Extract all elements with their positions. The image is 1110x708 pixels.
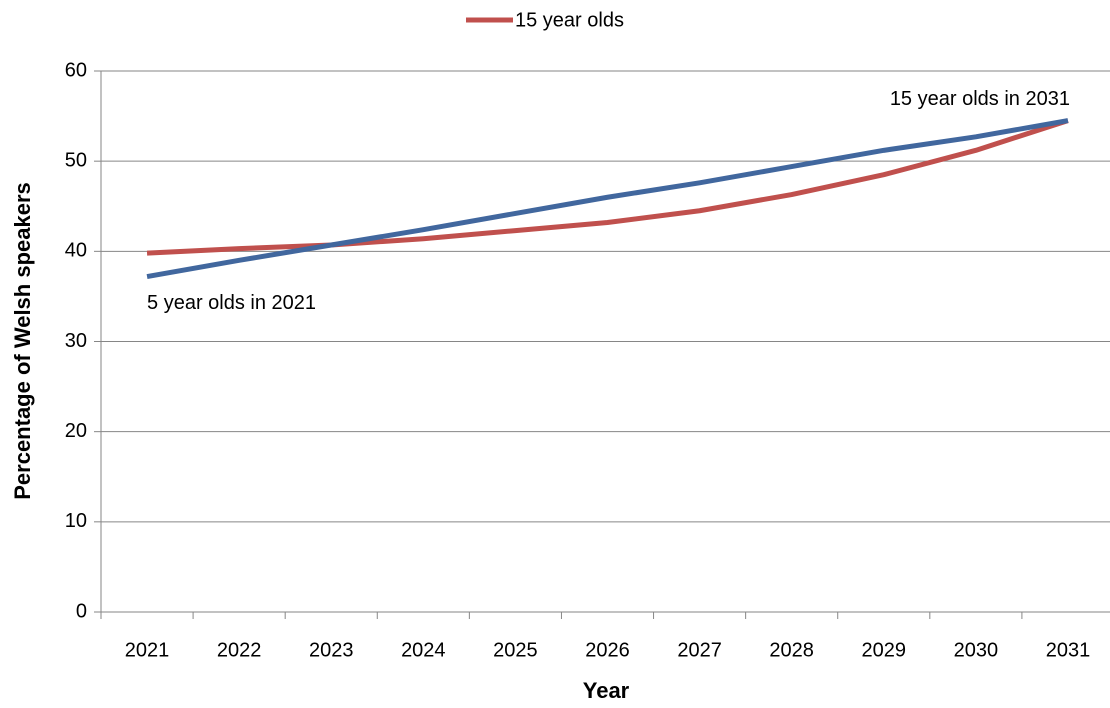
legend-label: 15 year olds: [515, 9, 624, 31]
x-axis-title: Year: [583, 678, 630, 703]
y-tick-label: 30: [65, 330, 87, 352]
x-tick-label: 2024: [401, 639, 446, 661]
x-tick-label: 2031: [1046, 639, 1091, 661]
x-tick-label: 2028: [769, 639, 814, 661]
x-tick-label: 2026: [585, 639, 630, 661]
series-line: [146, 118, 1069, 280]
y-tick-label: 20: [65, 420, 87, 442]
y-tick-label: 60: [65, 59, 87, 81]
x-tick-label: 2022: [217, 639, 262, 661]
y-tick-label: 10: [65, 510, 87, 532]
y-axis-title: Percentage of Welsh speakers: [10, 182, 35, 500]
annotation: 15 year olds in 2031: [890, 88, 1070, 110]
x-tick-label: 2029: [862, 639, 907, 661]
x-tick-label: 2023: [309, 639, 354, 661]
x-tick-label: 2027: [677, 639, 722, 661]
y-tick-label: 40: [65, 240, 87, 262]
y-tick-label: 0: [76, 600, 87, 622]
x-tick-label: 2025: [493, 639, 538, 661]
x-tick-label: 2030: [954, 639, 999, 661]
annotation: 5 year olds in 2021: [147, 292, 316, 314]
y-tick-label: 50: [65, 149, 87, 171]
x-tick-label: 2021: [125, 639, 170, 661]
series-line: [146, 118, 1069, 256]
